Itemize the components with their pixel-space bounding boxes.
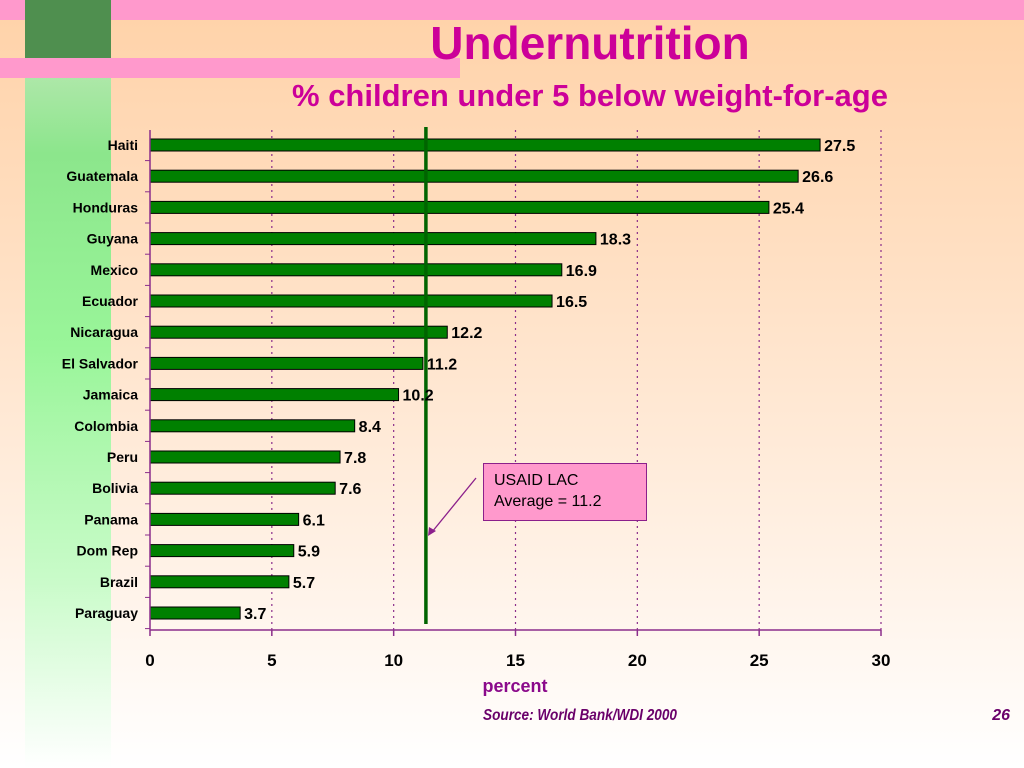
callout-line-2: Average = 11.2 (494, 493, 602, 510)
value-label-guyana: 18.3 (600, 232, 631, 249)
value-label-el-salvador: 11.2 (427, 356, 457, 373)
x-tick-label: 10 (384, 651, 403, 670)
value-label-panama: 6.1 (303, 512, 325, 529)
x-tick-label: 30 (872, 651, 891, 670)
callout-pointer (431, 477, 477, 533)
x-tick-label: 25 (750, 651, 769, 670)
value-label-paraguay: 3.7 (244, 606, 266, 623)
category-label-dom-rep: Dom Rep (77, 543, 138, 559)
bar-paraguay (149, 606, 241, 620)
bar-mexico (149, 263, 563, 277)
bar-peru (149, 450, 341, 464)
callout-arrowhead (428, 527, 436, 536)
category-label-peru: Peru (107, 449, 138, 465)
callout-line-1: USAID LAC (494, 472, 579, 489)
category-label-honduras: Honduras (73, 199, 139, 215)
category-label-brazil: Brazil (100, 574, 138, 590)
category-label-panama: Panama (84, 511, 138, 527)
bar-colombia (149, 419, 356, 433)
value-label-guatemala: 26.6 (802, 169, 833, 186)
category-label-ecuador: Ecuador (82, 293, 139, 309)
average-callout: USAID LAC Average = 11.2 (483, 463, 647, 521)
bar-guatemala (149, 169, 799, 183)
x-tick-label: 0 (145, 651, 154, 670)
category-label-guyana: Guyana (87, 231, 139, 247)
value-label-jamaica: 10.2 (403, 388, 434, 405)
value-label-mexico: 16.9 (566, 263, 597, 280)
left-decor-column (25, 0, 111, 768)
value-label-haiti: 27.5 (824, 138, 855, 155)
value-label-dom-rep: 5.9 (298, 544, 320, 561)
source-note: Source: World Bank/WDI 2000 (483, 707, 677, 724)
x-tick-label: 5 (267, 651, 276, 670)
bar-brazil (149, 575, 290, 589)
page-number: 26 (992, 707, 1010, 724)
bar-el-salvador (149, 356, 424, 370)
slide-subtitle: % children under 5 below weight-for-age (292, 78, 888, 113)
top-decor-band (0, 0, 1024, 20)
axis-layer (145, 127, 882, 636)
title-decor-bar (0, 58, 460, 78)
x-tick-label: 15 (506, 651, 525, 670)
bar-layer (149, 138, 821, 620)
x-axis-label: percent (482, 676, 548, 696)
value-label-bolivia: 7.6 (339, 481, 361, 498)
bar-haiti (149, 138, 821, 152)
category-label-colombia: Colombia (74, 418, 138, 434)
x-tick-label: 20 (628, 651, 647, 670)
bar-nicaragua (149, 325, 448, 339)
category-label-jamaica: Jamaica (83, 387, 138, 403)
bar-ecuador (149, 294, 553, 308)
bar-bolivia (149, 481, 336, 495)
value-label-nicaragua: 12.2 (451, 325, 482, 342)
bar-jamaica (149, 388, 400, 402)
bar-dom-rep (149, 544, 295, 558)
category-label-mexico: Mexico (91, 262, 138, 278)
bar-guyana (149, 232, 597, 246)
category-label-guatemala: Guatemala (66, 168, 138, 184)
value-label-brazil: 5.7 (293, 575, 315, 592)
category-label-bolivia: Bolivia (92, 480, 138, 496)
bar-honduras (149, 200, 770, 214)
value-label-honduras: 25.4 (773, 200, 804, 217)
value-label-peru: 7.8 (344, 450, 366, 467)
bar-panama (149, 512, 300, 526)
category-label-haiti: Haiti (108, 137, 138, 153)
category-label-nicaragua: Nicaragua (70, 324, 138, 340)
category-label-paraguay: Paraguay (75, 605, 138, 621)
category-label-el-salvador: El Salvador (62, 355, 139, 371)
slide-title: Undernutrition (430, 17, 750, 69)
value-label-ecuador: 16.5 (556, 294, 587, 311)
corner-decor-square (25, 0, 111, 58)
label-layer: 0 5 10 15 20 25 30 Haiti 27.5 Guatemala 26.6 Hondur… (62, 137, 891, 670)
value-label-colombia: 8.4 (359, 419, 381, 436)
